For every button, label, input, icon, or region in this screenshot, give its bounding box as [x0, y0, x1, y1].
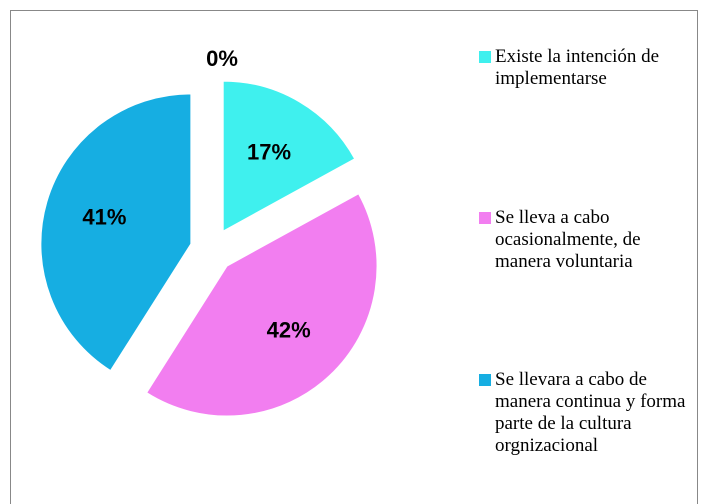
legend-label: Se llevara a cabo de manera continua y f… [495, 369, 686, 456]
legend-swatch [479, 51, 491, 63]
pie-slice [40, 93, 192, 372]
legend-item: Se lleva a cabo ocasionalmente, de maner… [479, 207, 695, 273]
pie-slice [145, 193, 378, 417]
data-label: 41% [82, 205, 126, 230]
legend-item: Se llevara a cabo de manera continua y f… [479, 369, 695, 457]
pie-slice [222, 80, 356, 232]
legend-swatch [479, 212, 491, 224]
data-label: 42% [267, 317, 311, 342]
data-label: 0% [206, 46, 238, 71]
legend-label: Se lleva a cabo ocasionalmente, de maner… [495, 207, 641, 272]
data-label: 17% [247, 139, 291, 164]
legend-label: Existe la intención de implementarse [495, 46, 660, 89]
legend-item: Existe la intención de implementarse [479, 46, 695, 90]
legend-swatch [479, 374, 491, 386]
frame [10, 10, 698, 504]
